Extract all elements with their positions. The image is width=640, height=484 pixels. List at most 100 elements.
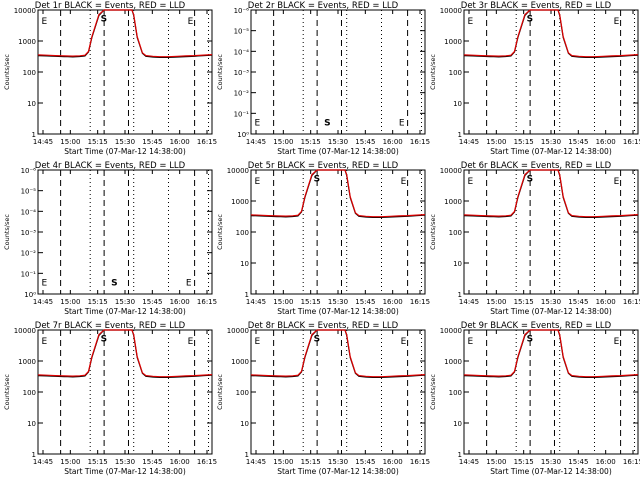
y-tick-label: 1 <box>32 451 36 459</box>
x-tick-label: 16:00 <box>596 458 616 466</box>
marker-e: E <box>188 337 194 347</box>
panel-title: Det 8r BLACK = Events, RED = LLD <box>248 321 399 331</box>
x-tick-label: 14:45 <box>246 458 266 466</box>
y-tick-label: 10⁻⁵ <box>21 188 37 196</box>
y-tick-label: 1 <box>245 451 249 459</box>
x-tick-label: 15:00 <box>273 458 293 466</box>
y-tick-label: 100 <box>449 389 462 397</box>
y-axis-label: Counts/sec <box>3 214 11 250</box>
y-tick-label: 10000 <box>14 327 36 335</box>
marker-e: E <box>188 17 194 27</box>
x-tick-label: 16:15 <box>410 138 430 146</box>
y-tick-label: 100 <box>449 69 462 77</box>
marker-e: E <box>467 337 473 347</box>
x-axis-label: Start Time (07-Mar-12 14:38:00) <box>277 147 399 156</box>
x-tick-label: 15:30 <box>328 458 348 466</box>
plot-frame <box>37 329 213 455</box>
marker-s: S <box>527 14 533 24</box>
series-lld-line <box>463 169 639 218</box>
x-tick-label: 16:15 <box>410 458 430 466</box>
y-tick-label: 100 <box>236 389 249 397</box>
y-tick-label: 10 <box>27 420 36 428</box>
marker-e: E <box>467 177 473 187</box>
x-tick-label: 15:00 <box>60 138 80 146</box>
x-tick-label: 16:00 <box>383 298 403 306</box>
panel-title: Det 7r BLACK = Events, RED = LLD <box>35 321 186 331</box>
y-tick-label: 1000 <box>231 198 249 206</box>
x-tick-label: 15:15 <box>88 138 108 146</box>
panel-6: Det 6r BLACK = Events, RED = LLD 14:45 15:… <box>429 161 640 316</box>
x-tick-label: 15:45 <box>355 138 375 146</box>
y-axis-label: Counts/sec <box>3 374 11 410</box>
series-events-line <box>37 9 213 59</box>
y-tick-label: 10000 <box>14 7 36 15</box>
x-tick-label: 14:45 <box>246 298 266 306</box>
marker-e: E <box>467 17 473 27</box>
x-tick-label: 15:45 <box>568 298 588 306</box>
y-tick-label: 10000 <box>440 167 462 175</box>
series-events-line <box>463 9 639 59</box>
panel-7: Det 7r BLACK = Events, RED = LLD 14:45 15:… <box>3 321 217 476</box>
y-tick-label: 1 <box>32 131 36 139</box>
y-tick-label: 1 <box>458 451 462 459</box>
y-tick-label: 10⁻² <box>234 90 250 98</box>
y-tick-label: 1000 <box>231 358 249 366</box>
x-tick-label: 14:45 <box>33 298 53 306</box>
y-tick-label: 10 <box>240 420 249 428</box>
y-tick-label: 10⁻³ <box>234 69 250 77</box>
y-tick-label: 10⁻¹ <box>234 110 250 118</box>
y-tick-label: 10000 <box>227 167 249 175</box>
marker-e: E <box>186 279 192 289</box>
x-tick-label: 16:00 <box>596 298 616 306</box>
x-tick-label: 16:00 <box>170 138 190 146</box>
y-tick-label: 1000 <box>444 358 462 366</box>
y-tick-label: 1 <box>458 131 462 139</box>
x-tick-label: 15:45 <box>142 298 162 306</box>
marker-s: S <box>324 119 330 129</box>
x-axis-label: Start Time (07-Mar-12 14:38:00) <box>490 307 612 316</box>
x-tick-label: 15:30 <box>115 138 135 146</box>
x-tick-label: 16:15 <box>197 458 217 466</box>
panel-2: Det 2r BLACK = Events, RED = LLD 14:45 15:… <box>216 1 430 156</box>
y-tick-label: 1000 <box>444 38 462 46</box>
marker-e: E <box>254 119 260 129</box>
marker-e: E <box>399 119 405 129</box>
panel-8: Det 8r BLACK = Events, RED = LLD 14:45 15:… <box>216 321 430 476</box>
y-tick-label: 10000 <box>227 327 249 335</box>
y-tick-label: 10⁻⁶ <box>234 7 250 15</box>
x-tick-label: 15:15 <box>301 458 321 466</box>
x-tick-label: 16:15 <box>197 138 217 146</box>
y-axis-label: Counts/sec <box>429 54 437 90</box>
y-tick-label: 10⁻⁴ <box>21 208 37 216</box>
x-axis-label: Start Time (07-Mar-12 14:38:00) <box>490 467 612 476</box>
y-tick-label: 10⁰ <box>237 131 249 139</box>
y-tick-label: 100 <box>236 229 249 237</box>
x-tick-label: 16:15 <box>410 298 430 306</box>
x-tick-label: 14:45 <box>459 298 479 306</box>
x-axis-label: Start Time (07-Mar-12 14:38:00) <box>277 467 399 476</box>
y-axis-label: Counts/sec <box>429 214 437 250</box>
x-tick-label: 15:30 <box>328 138 348 146</box>
x-tick-label: 15:30 <box>115 298 135 306</box>
panel-title: Det 2r BLACK = Events, RED = LLD <box>248 1 399 11</box>
x-tick-label: 15:45 <box>568 138 588 146</box>
y-tick-label: 10 <box>453 420 462 428</box>
x-axis-label: Start Time (07-Mar-12 14:38:00) <box>64 147 186 156</box>
series-events-line <box>463 169 639 218</box>
series-events-line <box>250 169 426 218</box>
y-tick-label: 10⁰ <box>24 291 36 299</box>
panel-5: Det 5r BLACK = Events, RED = LLD 14:45 15:… <box>216 161 430 316</box>
y-tick-label: 10⁻¹ <box>21 270 37 278</box>
y-tick-label: 10 <box>27 100 36 108</box>
x-tick-label: 15:15 <box>88 458 108 466</box>
marker-e: E <box>614 337 620 347</box>
x-tick-label: 15:45 <box>142 458 162 466</box>
marker-e: E <box>41 337 47 347</box>
x-tick-label: 16:00 <box>170 298 190 306</box>
panel-title: Det 1r BLACK = Events, RED = LLD <box>35 1 186 11</box>
x-tick-label: 15:15 <box>514 138 534 146</box>
marker-e: E <box>41 279 47 289</box>
marker-e: E <box>254 177 260 187</box>
x-tick-label: 16:00 <box>383 458 403 466</box>
x-axis-label: Start Time (07-Mar-12 14:38:00) <box>277 307 399 316</box>
